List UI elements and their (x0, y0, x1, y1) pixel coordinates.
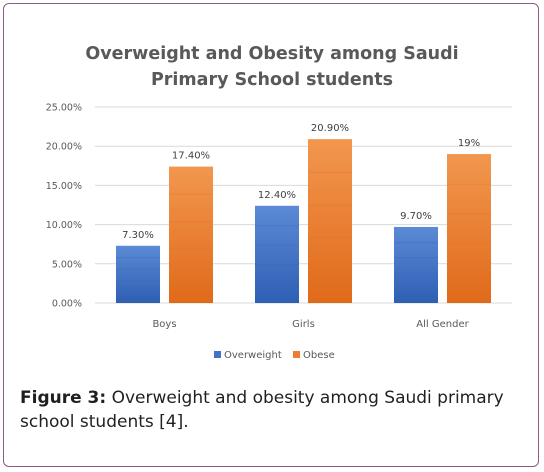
category-label: Girls (292, 319, 315, 330)
data-label: 12.40% (258, 190, 296, 201)
data-label: 7.30% (122, 230, 154, 241)
bar-chart: Overweight and Obesity among Saudi Primar… (46, 44, 512, 361)
bar-band (169, 248, 213, 250)
bar-band (394, 287, 438, 289)
bar-band (255, 283, 299, 285)
bar-band (255, 244, 299, 246)
legend-label-obese: Obese (303, 350, 335, 361)
bar-band (169, 193, 213, 195)
bar-band (116, 268, 160, 270)
bar-overweight-all-gender (394, 226, 438, 303)
bar-obese-boys (169, 166, 213, 303)
figure-caption: Figure 3: Overweight and obesity among S… (20, 386, 520, 434)
bar-overweight-boys (116, 245, 160, 303)
bar-obese-girls (308, 139, 352, 303)
bar-band (169, 275, 213, 277)
data-label: 20.90% (311, 123, 349, 134)
caption-text: Overweight and obesity among Saudi prima… (20, 388, 504, 432)
data-label: 17.40% (172, 151, 210, 162)
bar-band (308, 270, 352, 272)
bar-band (447, 213, 491, 215)
bar-band (255, 264, 299, 266)
data-label: 9.70% (400, 211, 432, 222)
legend-swatch-obese (293, 351, 300, 358)
bar-band (116, 291, 160, 293)
bar-band (169, 221, 213, 223)
category-label: Boys (152, 319, 176, 330)
y-tick-label: 15.00% (46, 181, 82, 192)
y-tick-label: 10.00% (46, 220, 82, 231)
caption-lead: Figure 3: (20, 388, 107, 408)
y-tick-label: 5.00% (52, 259, 82, 270)
bar-band (308, 204, 352, 206)
y-tick-label: 0.00% (52, 299, 82, 310)
bar-band (447, 183, 491, 185)
legend-label-overweight: Overweight (224, 350, 282, 361)
bar-band (394, 242, 438, 244)
bar-overweight-girls (255, 205, 299, 303)
bar-band (447, 273, 491, 275)
y-tick-label: 25.00% (46, 103, 82, 114)
bar-band (447, 243, 491, 245)
bar-band (116, 280, 160, 282)
chart-title-line: Primary School students (151, 70, 393, 90)
chart-title-line: Overweight and Obesity among Saudi (85, 44, 458, 64)
bar-band (116, 257, 160, 259)
data-label: 19% (458, 138, 480, 149)
bar-band (255, 225, 299, 227)
category-label: All Gender (416, 319, 469, 330)
bar-band (394, 272, 438, 274)
bar-band (308, 171, 352, 173)
bar-obese-all-gender (447, 154, 491, 303)
legend-swatch-overweight (214, 351, 221, 358)
bar-band (308, 237, 352, 239)
bar-band (394, 257, 438, 259)
y-tick-label: 20.00% (46, 142, 82, 153)
